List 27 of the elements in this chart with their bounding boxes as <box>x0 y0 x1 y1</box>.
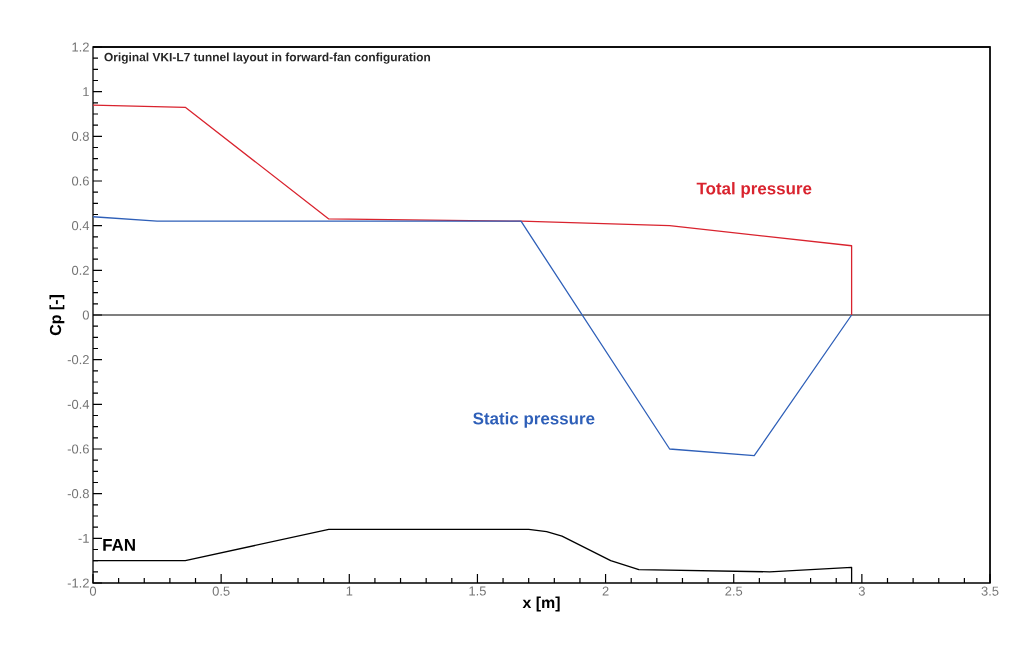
x-tick-label: 3 <box>858 586 865 596</box>
y-tick-label: -0.4 <box>67 399 90 409</box>
x-tick-label: 0 <box>89 586 97 596</box>
y-tick-label: 0.2 <box>71 265 89 275</box>
y-tick-label: 0.8 <box>71 131 89 141</box>
y-tick-label: -0.8 <box>67 489 89 499</box>
annotation: FAN <box>103 539 135 551</box>
x-axis-title: x [m] <box>522 596 560 612</box>
x-tick-label: 0.5 <box>212 586 230 596</box>
chart-title: Original VKI-L7 tunnel layout in forward-fan configuration <box>104 52 431 64</box>
text: Static pressure <box>473 412 595 428</box>
series-label: Total pressure <box>696 182 812 198</box>
x-tick-label: 2.5 <box>725 586 743 596</box>
y-tick-label: 0.6 <box>71 176 89 186</box>
x-tick-label: 3.5 <box>981 586 999 596</box>
y-axis-title: Cp [-] <box>49 295 65 336</box>
y-tick-label: -0.2 <box>67 355 89 365</box>
y-tick-label: 1.2 <box>72 42 89 52</box>
x-tick-label: 1 <box>346 586 353 596</box>
y-tick-label: 1 <box>83 87 89 97</box>
y-tick-label: 0.4 <box>71 221 90 231</box>
x-tick-label: 1.5 <box>469 586 486 596</box>
y-tick-label: -1.2 <box>67 578 89 588</box>
y-tick-label: 0 <box>82 310 89 320</box>
x-tick-label: 2 <box>602 586 609 596</box>
y-tick-label: -1 <box>78 533 89 543</box>
y-tick-label: -0.6 <box>67 444 89 454</box>
